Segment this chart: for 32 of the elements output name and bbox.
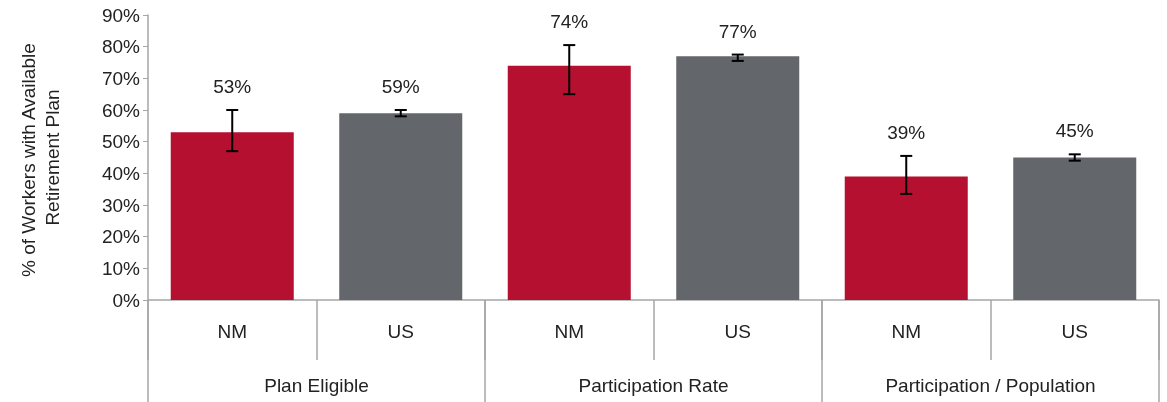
- y-tick-label: 80%: [101, 36, 141, 58]
- text: Participation / Population: [885, 374, 1096, 396]
- x-tick-label: NM: [217, 321, 248, 342]
- y-axis-title: % of Workers with Available Retirement Plan: [17, 37, 63, 278]
- bar: [844, 176, 968, 300]
- y-tick-label: 40%: [101, 162, 141, 184]
- y-tick-label: 60%: [101, 99, 141, 121]
- data-label: 45%: [1055, 120, 1094, 142]
- y-tick-label: 10%: [101, 257, 141, 279]
- text: Participation Rate: [578, 374, 729, 396]
- x-tick-label: US: [387, 321, 414, 342]
- y-tick-label: 50%: [101, 131, 141, 153]
- data-label: 59%: [381, 76, 420, 97]
- y-tick-label: 0%: [112, 289, 141, 311]
- y-tick-label: 90%: [101, 4, 141, 26]
- y-tick-label: 70%: [101, 67, 141, 89]
- bar: [507, 65, 631, 300]
- x-tick-label: NM: [891, 321, 922, 342]
- data-label: 39%: [887, 121, 926, 143]
- bar: [1013, 157, 1137, 300]
- x-tick-label: US: [1061, 321, 1088, 342]
- y-tick-label: 20%: [101, 226, 141, 248]
- y-tick-label: 30%: [101, 194, 141, 216]
- bar: [676, 56, 800, 300]
- data-label: 53%: [213, 76, 252, 97]
- bar: [339, 113, 463, 300]
- data-label: 74%: [550, 11, 589, 33]
- x-tick-label: US: [724, 321, 751, 342]
- data-label: 77%: [718, 20, 757, 42]
- text: Plan Eligible: [264, 374, 369, 396]
- x-tick-label: NM: [554, 321, 585, 342]
- bar: [170, 132, 294, 300]
